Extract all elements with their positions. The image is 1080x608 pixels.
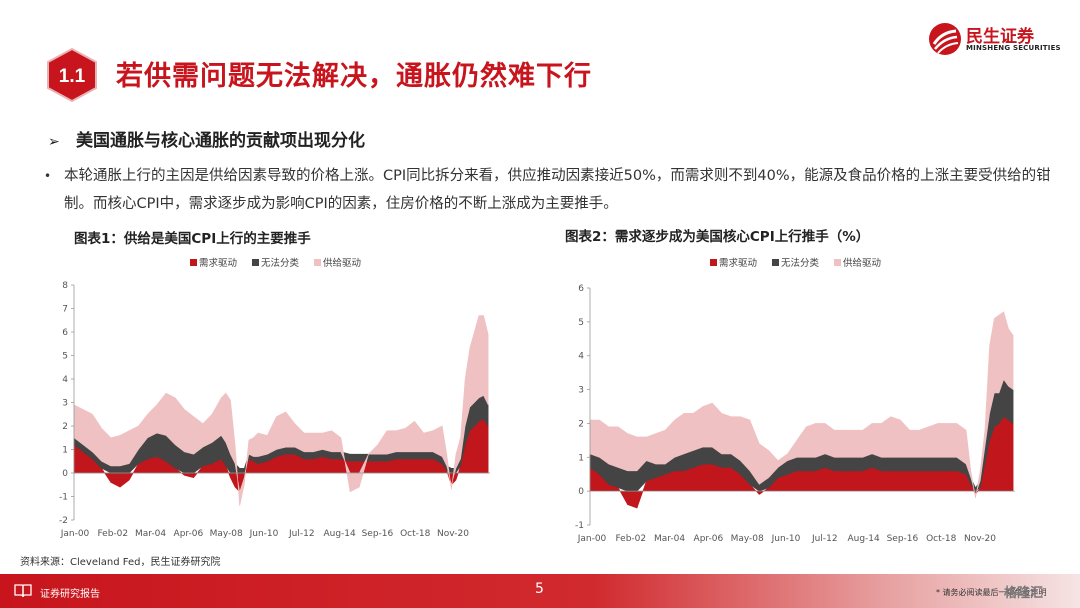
footer-bar: 证券研究报告 5 * 请务必阅读最后一页免责声明 格隆汇 xyxy=(0,574,1080,608)
chart2-area-2 xyxy=(589,311,1014,498)
page-title: 若供需问题无法解决，通胀仍然难下行 xyxy=(116,61,592,92)
chart1-xtick-label: Sep-16 xyxy=(362,529,394,539)
logo-mark-icon xyxy=(929,23,961,55)
chart2-xtick-label: Aug-14 xyxy=(847,534,880,544)
logo-name-cn: 民生证券 xyxy=(966,27,1034,47)
section-number: 1.1 xyxy=(59,66,86,87)
chart2-ytick-label: 2 xyxy=(578,419,584,429)
chart1-legend-label-0: 需求驱动 xyxy=(199,257,237,269)
chart2-legend-label-0: 需求驱动 xyxy=(719,257,757,269)
chart2-ytick-label: -1 xyxy=(575,521,584,531)
chart2-ytick-label: 4 xyxy=(578,352,584,362)
chart1-xtick-label: Jun-10 xyxy=(249,529,279,539)
chart2-ytick-label: 1 xyxy=(578,453,584,463)
chart2-ytick-label: 0 xyxy=(578,487,584,497)
chart2-xtick-label: Feb-02 xyxy=(615,534,646,544)
chart2-xtick-label: Jun-10 xyxy=(771,534,801,544)
chart1-legend-swatch-2 xyxy=(314,259,321,266)
footer-disclaimer: * 请务必阅读最后一页免责声明 xyxy=(936,588,1047,597)
chart1-xtick-label: Jan-00 xyxy=(60,529,90,539)
chart1-xtick-label: Apr-06 xyxy=(174,529,204,539)
chart1-ytick-label: 8 xyxy=(62,281,68,291)
chart2-xtick-label: Mar-04 xyxy=(654,534,685,544)
chart1-ytick-label: 0 xyxy=(62,469,68,479)
chart1-ytick-label: 6 xyxy=(62,328,68,338)
logo-name-en: MINSHENG SECURITIES xyxy=(966,44,1061,52)
chart2-xtick-label: Jul-12 xyxy=(811,534,838,544)
bullet-dot-icon: • xyxy=(44,169,52,183)
chart1-title: 图表1：供给是美国CPI上行的主要推手 xyxy=(74,231,311,247)
chart2-xtick-label: May-08 xyxy=(731,534,764,544)
chart2-xtick-label: Jan-00 xyxy=(577,534,607,544)
chart1-xtick-label: Feb-02 xyxy=(97,529,128,539)
chart2-ytick-label: 5 xyxy=(578,318,584,328)
company-logo: 民生证券 MINSHENG SECURITIES xyxy=(928,20,1068,58)
bullet-paragraph: • 本轮通胀上行的主因是供给因素导致的价格上涨。CPI同比拆分来看，供应推动因素… xyxy=(44,162,1054,218)
chart2-legend-swatch-0 xyxy=(710,259,717,266)
subheading: ➢ 美国通胀与核心通胀的贡献项出现分化 xyxy=(48,126,365,151)
chart1-ytick-label: 1 xyxy=(62,446,68,456)
chart2-xtick-label: Apr-06 xyxy=(694,534,724,544)
chart2: 需求驱动 无法分类 供给驱动 -1 0 1 2 3 4 5 6 Jan-00 Feb-02 Mar-04 A… xyxy=(555,250,1055,550)
chart1-legend-swatch-0 xyxy=(190,259,197,266)
chart1-xtick-label: Aug-14 xyxy=(323,529,356,539)
chart2-legend-label-2: 供给驱动 xyxy=(843,257,881,269)
watermark: 格隆汇 xyxy=(1004,586,1044,601)
chart2-ytick-label: 6 xyxy=(578,284,584,294)
bullet-text: 本轮通胀上行的主因是供给因素导致的价格上涨。CPI同比拆分来看，供应推动因素接近… xyxy=(64,168,1051,212)
arrow-bullet-icon: ➢ xyxy=(48,134,60,150)
chart1-ytick-label: -1 xyxy=(59,493,68,503)
chart2-xtick-label: Nov-20 xyxy=(964,534,996,544)
chart2-xtick-label: Oct-18 xyxy=(926,534,957,544)
chart2-xtick-label: Sep-16 xyxy=(887,534,919,544)
chart1-ytick-label: 5 xyxy=(62,352,68,362)
footer-report-label: 证券研究报告 xyxy=(40,589,100,600)
chart1-xtick-label: Mar-04 xyxy=(135,529,166,539)
chart2-title: 图表2：需求逐步成为美国核心CPI上行推手（%） xyxy=(565,229,870,245)
chart1: 需求驱动 无法分类 供给驱动 -2 -1 0 1 2 3 4 5 6 7 8 Jan-00 Feb-02 Mar… xyxy=(20,250,520,545)
chart1-xtick-label: May-08 xyxy=(210,529,243,539)
page-number: 5 xyxy=(535,581,544,597)
chart1-ytick-label: 2 xyxy=(62,422,68,432)
chart1-ytick-label: -2 xyxy=(59,516,68,526)
chart2-ytick-label: 3 xyxy=(578,386,584,396)
book-icon xyxy=(14,584,32,598)
chart2-legend-swatch-2 xyxy=(834,259,841,266)
chart1-legend-swatch-1 xyxy=(252,259,259,266)
chart1-ytick-label: 4 xyxy=(62,375,68,385)
chart1-xtick-label: Oct-18 xyxy=(400,529,431,539)
chart2-svg: 需求驱动 无法分类 供给驱动 -1 0 1 2 3 4 5 6 Jan-00 Feb-02 Mar-04 A… xyxy=(575,257,1015,544)
chart1-xtick-label: Nov-20 xyxy=(437,529,469,539)
chart1-legend-label-2: 供给驱动 xyxy=(323,257,361,269)
chart1-legend-label-1: 无法分类 xyxy=(261,257,300,269)
chart1-ytick-label: 3 xyxy=(62,399,68,409)
chart2-legend-label-1: 无法分类 xyxy=(781,257,820,269)
chart1-svg: 需求驱动 无法分类 供给驱动 -2 -1 0 1 2 3 4 5 6 7 8 Jan-00 Feb-02 Mar… xyxy=(59,257,490,539)
subheading-text: 美国通胀与核心通胀的贡献项出现分化 xyxy=(76,131,365,151)
section-badge: 1.1 xyxy=(47,47,97,103)
chart1-area-2 xyxy=(73,315,489,506)
chart1-ytick-label: 7 xyxy=(62,305,68,315)
source-note: 资料来源：Cleveland Fed，民生证券研究院 xyxy=(20,557,221,568)
chart1-xtick-label: Jul-12 xyxy=(288,529,315,539)
chart2-legend-swatch-1 xyxy=(772,259,779,266)
